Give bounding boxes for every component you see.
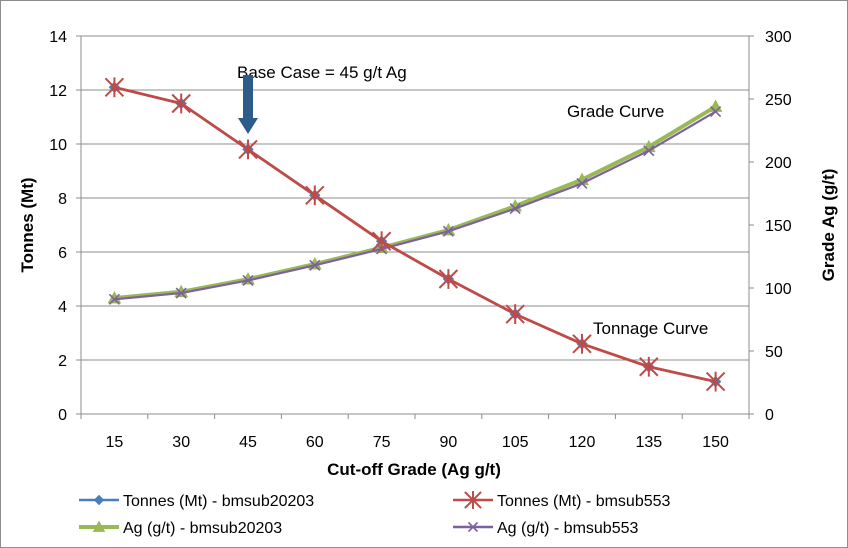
arrow-shaft <box>243 75 253 119</box>
series-line <box>114 110 717 301</box>
arrow-head <box>238 118 258 134</box>
y-tick-label: 4 <box>58 299 67 316</box>
y2-tick-label: 200 <box>765 155 792 172</box>
x-tick-label: 105 <box>502 434 529 451</box>
x-tick-label: 90 <box>440 434 458 451</box>
y2-tick-label: 250 <box>765 92 792 109</box>
y-tick-label: 6 <box>58 245 67 262</box>
tonnage-curve-label: Tonnage Curve <box>593 319 708 338</box>
series-line <box>114 85 716 383</box>
x-tick-label: 30 <box>172 434 190 451</box>
x-tick-label: 135 <box>635 434 662 451</box>
data-point <box>708 99 723 112</box>
data-point <box>710 106 722 118</box>
series-line <box>114 104 717 301</box>
y-tick-label: 2 <box>58 353 67 370</box>
x-tick-label: 15 <box>106 434 124 451</box>
legend-swatch-marker <box>93 494 105 506</box>
legend-item: Tonnes (Mt) - bmsub553 <box>453 491 671 510</box>
y-axis-title: Tonnes (Mt) <box>18 177 37 272</box>
gridlines <box>81 35 749 361</box>
legend-label: Tonnes (Mt) - bmsub20203 <box>123 493 314 510</box>
data-point <box>108 293 120 305</box>
data-point <box>576 177 588 189</box>
data-point <box>572 333 592 354</box>
y2-tick-label: 100 <box>765 281 792 298</box>
legend: Tonnes (Mt) - bmsub20203 Tonnes (Mt) - bm… <box>79 491 671 537</box>
data-point <box>175 287 187 299</box>
data-point <box>438 269 459 289</box>
x-tick-label: 45 <box>239 434 257 451</box>
data-point <box>509 203 521 215</box>
legend-swatch-marker <box>92 520 106 532</box>
x-axis-title: Cut-off Grade (Ag g/t) <box>327 460 501 479</box>
legend-item: Ag (g/t) - bmsub20203 <box>79 520 282 537</box>
legend-swatch-marker <box>467 521 479 533</box>
data-point <box>639 356 659 377</box>
grade-curve-label: Grade Curve <box>567 102 664 121</box>
x-tick-label: 75 <box>373 434 391 451</box>
data-point <box>107 291 122 304</box>
data-point <box>309 259 321 271</box>
x-tick-label: 120 <box>569 434 596 451</box>
data-point <box>171 93 191 114</box>
data-point <box>242 274 254 287</box>
y2-tick-label: 0 <box>765 407 774 424</box>
data-point <box>705 371 726 392</box>
legend-label: Tonnes (Mt) - bmsub553 <box>497 493 671 510</box>
data-point <box>104 77 125 98</box>
data-point <box>305 185 325 206</box>
y-tick-label: 0 <box>58 407 67 424</box>
x-tick-label: 60 <box>306 434 324 451</box>
tick-labels: 0 2 4 6 8 10 12 14 0 50 100 150 200 250 300 15 30 45 60 75 9… <box>49 29 792 451</box>
y2-tick-label: 50 <box>765 344 783 361</box>
y-tick-label: 8 <box>58 191 67 208</box>
data-point <box>238 139 258 160</box>
legend-swatch-marker <box>464 491 482 509</box>
legend-label: Ag (g/t) - bmsub20203 <box>123 520 282 537</box>
y-tick-label: 10 <box>49 137 67 154</box>
legend-item: Tonnes (Mt) - bmsub20203 <box>79 493 314 510</box>
y-tick-label: 12 <box>49 83 67 100</box>
data-point <box>505 304 525 324</box>
x-tick-label: 150 <box>702 434 729 451</box>
data-point <box>371 231 392 252</box>
base-case-arrow <box>238 75 258 134</box>
y2-axis-title: Grade Ag (g/t) <box>819 169 838 282</box>
data-point <box>442 225 454 237</box>
legend-label: Ag (g/t) - bmsub553 <box>497 520 639 537</box>
y-tick-label: 14 <box>49 29 67 46</box>
y2-tick-label: 150 <box>765 218 792 235</box>
data-point <box>643 145 655 157</box>
axes <box>76 35 754 419</box>
legend-item: Ag (g/t) - bmsub553 <box>453 520 639 537</box>
y2-tick-label: 300 <box>765 29 792 46</box>
base-case-annotation: Base Case = 45 g/t Ag <box>237 63 407 82</box>
series-layer <box>104 77 726 392</box>
